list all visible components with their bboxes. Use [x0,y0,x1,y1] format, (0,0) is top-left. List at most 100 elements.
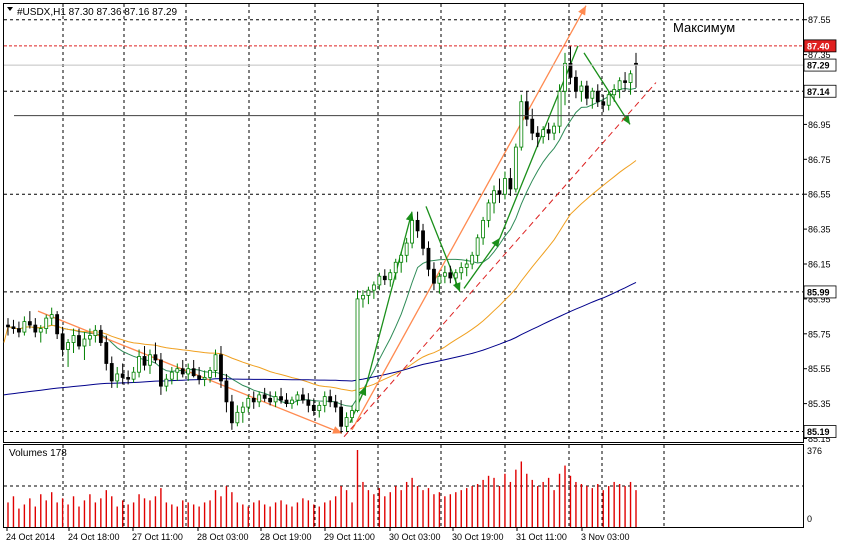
candle-body [44,317,49,329]
price-highlight-box [803,285,837,299]
candle-body [273,396,278,403]
candle-body [175,368,180,373]
candle-body [552,125,556,134]
moving-averages [3,87,637,407]
wave-arrow-down-2-head [621,114,630,125]
volume-label: Volumes 178 [9,448,67,459]
volume-bars [7,450,637,527]
candle-body [257,394,262,403]
candle-body [60,333,65,350]
candle-body [612,89,617,96]
candle-body [115,373,120,382]
time-tick-label: 30 Oct 19:00 [452,532,504,542]
candle-body [590,90,595,99]
price-highlight-label: 85.19 [807,427,830,437]
candle-body [322,396,327,406]
wave-arrow-up-2-head [491,237,500,248]
price-tick-label: 87.55 [808,15,831,25]
price-tick-label: 86.35 [808,225,831,235]
trend-arrow-down-orange-head [332,426,342,434]
candle-body [219,354,223,382]
candle-body [503,178,507,195]
price-tick-label: 85.75 [808,329,831,339]
price-highlight-label: 87.14 [807,87,830,97]
time-tick-label: 27 Oct 11:00 [132,532,183,542]
time-tick-label: 24 Oct 18:00 [68,532,120,542]
price-highlight-box [803,39,837,53]
candle-body [268,397,273,403]
candle-body [148,354,152,366]
candle-body [546,129,551,134]
dropdown-triangle-icon[interactable] [7,7,13,11]
candle-body [246,397,251,408]
candle-body [393,261,398,274]
candle-body [197,375,202,380]
candle-body [311,404,316,411]
candle-body [595,90,600,103]
candle-body [371,284,376,291]
annotation-maximum: Максимум [673,20,735,35]
time-tick-label: 28 Oct 03:00 [197,532,249,542]
price-tick-label: 87.35 [808,50,831,60]
candle-body [574,76,578,92]
candle-body [262,394,267,399]
candle-body [126,377,131,380]
candle-body [333,401,338,408]
time-tick-label: 30 Oct 03:00 [389,532,441,542]
candle-body [355,298,360,411]
candle-body [137,356,141,373]
candle-body [240,406,245,413]
candle-body [71,335,76,343]
candle-body [82,338,87,347]
price-tick-label: 86.75 [808,155,831,165]
candle-body [202,377,207,380]
candle-body [442,272,447,277]
candle-body [186,368,191,375]
candle-body [77,335,81,347]
candle-body [432,268,436,284]
candle-body [27,321,32,326]
candle-body [410,219,415,244]
candle-body [22,321,27,333]
candle-body [508,178,513,190]
candle-body [453,272,458,279]
candle-body [388,272,393,281]
candle-body [617,80,622,90]
price-highlight-label: 87.40 [807,41,830,51]
candle-body [213,354,218,371]
candle-body [290,399,294,405]
candle-body [164,378,169,387]
candle-body [180,368,185,375]
trend-arrow-up-orange [351,5,587,431]
candle-body [6,324,10,328]
candle-body [382,275,387,281]
candle-body [344,417,349,427]
candle-body [350,410,354,418]
candle-body [421,230,425,249]
volume-tick-label: 0 [807,514,812,524]
time-tick-label: 3 Nov 03:00 [581,532,630,542]
candle-body [55,314,60,335]
wave-arrow-head [358,386,367,397]
candle-body [535,132,540,138]
price-tick-label: 86.55 [808,190,831,200]
time-tick-label: 28 Oct 19:00 [260,532,312,542]
candle-body [191,368,196,377]
candle-body [66,342,70,350]
candle-body [224,380,229,403]
candle-body [300,394,305,401]
candle-body [623,80,627,83]
candle-body [426,247,431,270]
candle-body [284,399,289,405]
candle-body [606,94,611,106]
candle-body [17,328,21,333]
candle-body [399,254,404,263]
trend-arrow-up-orange-head [578,5,586,16]
time-tick-label: 29 Oct 11:00 [324,532,375,542]
candle-body [475,237,480,256]
grid-lines [4,4,803,527]
candle-body [208,370,212,378]
ma-fast-line [7,87,637,407]
candle-body [142,356,147,366]
